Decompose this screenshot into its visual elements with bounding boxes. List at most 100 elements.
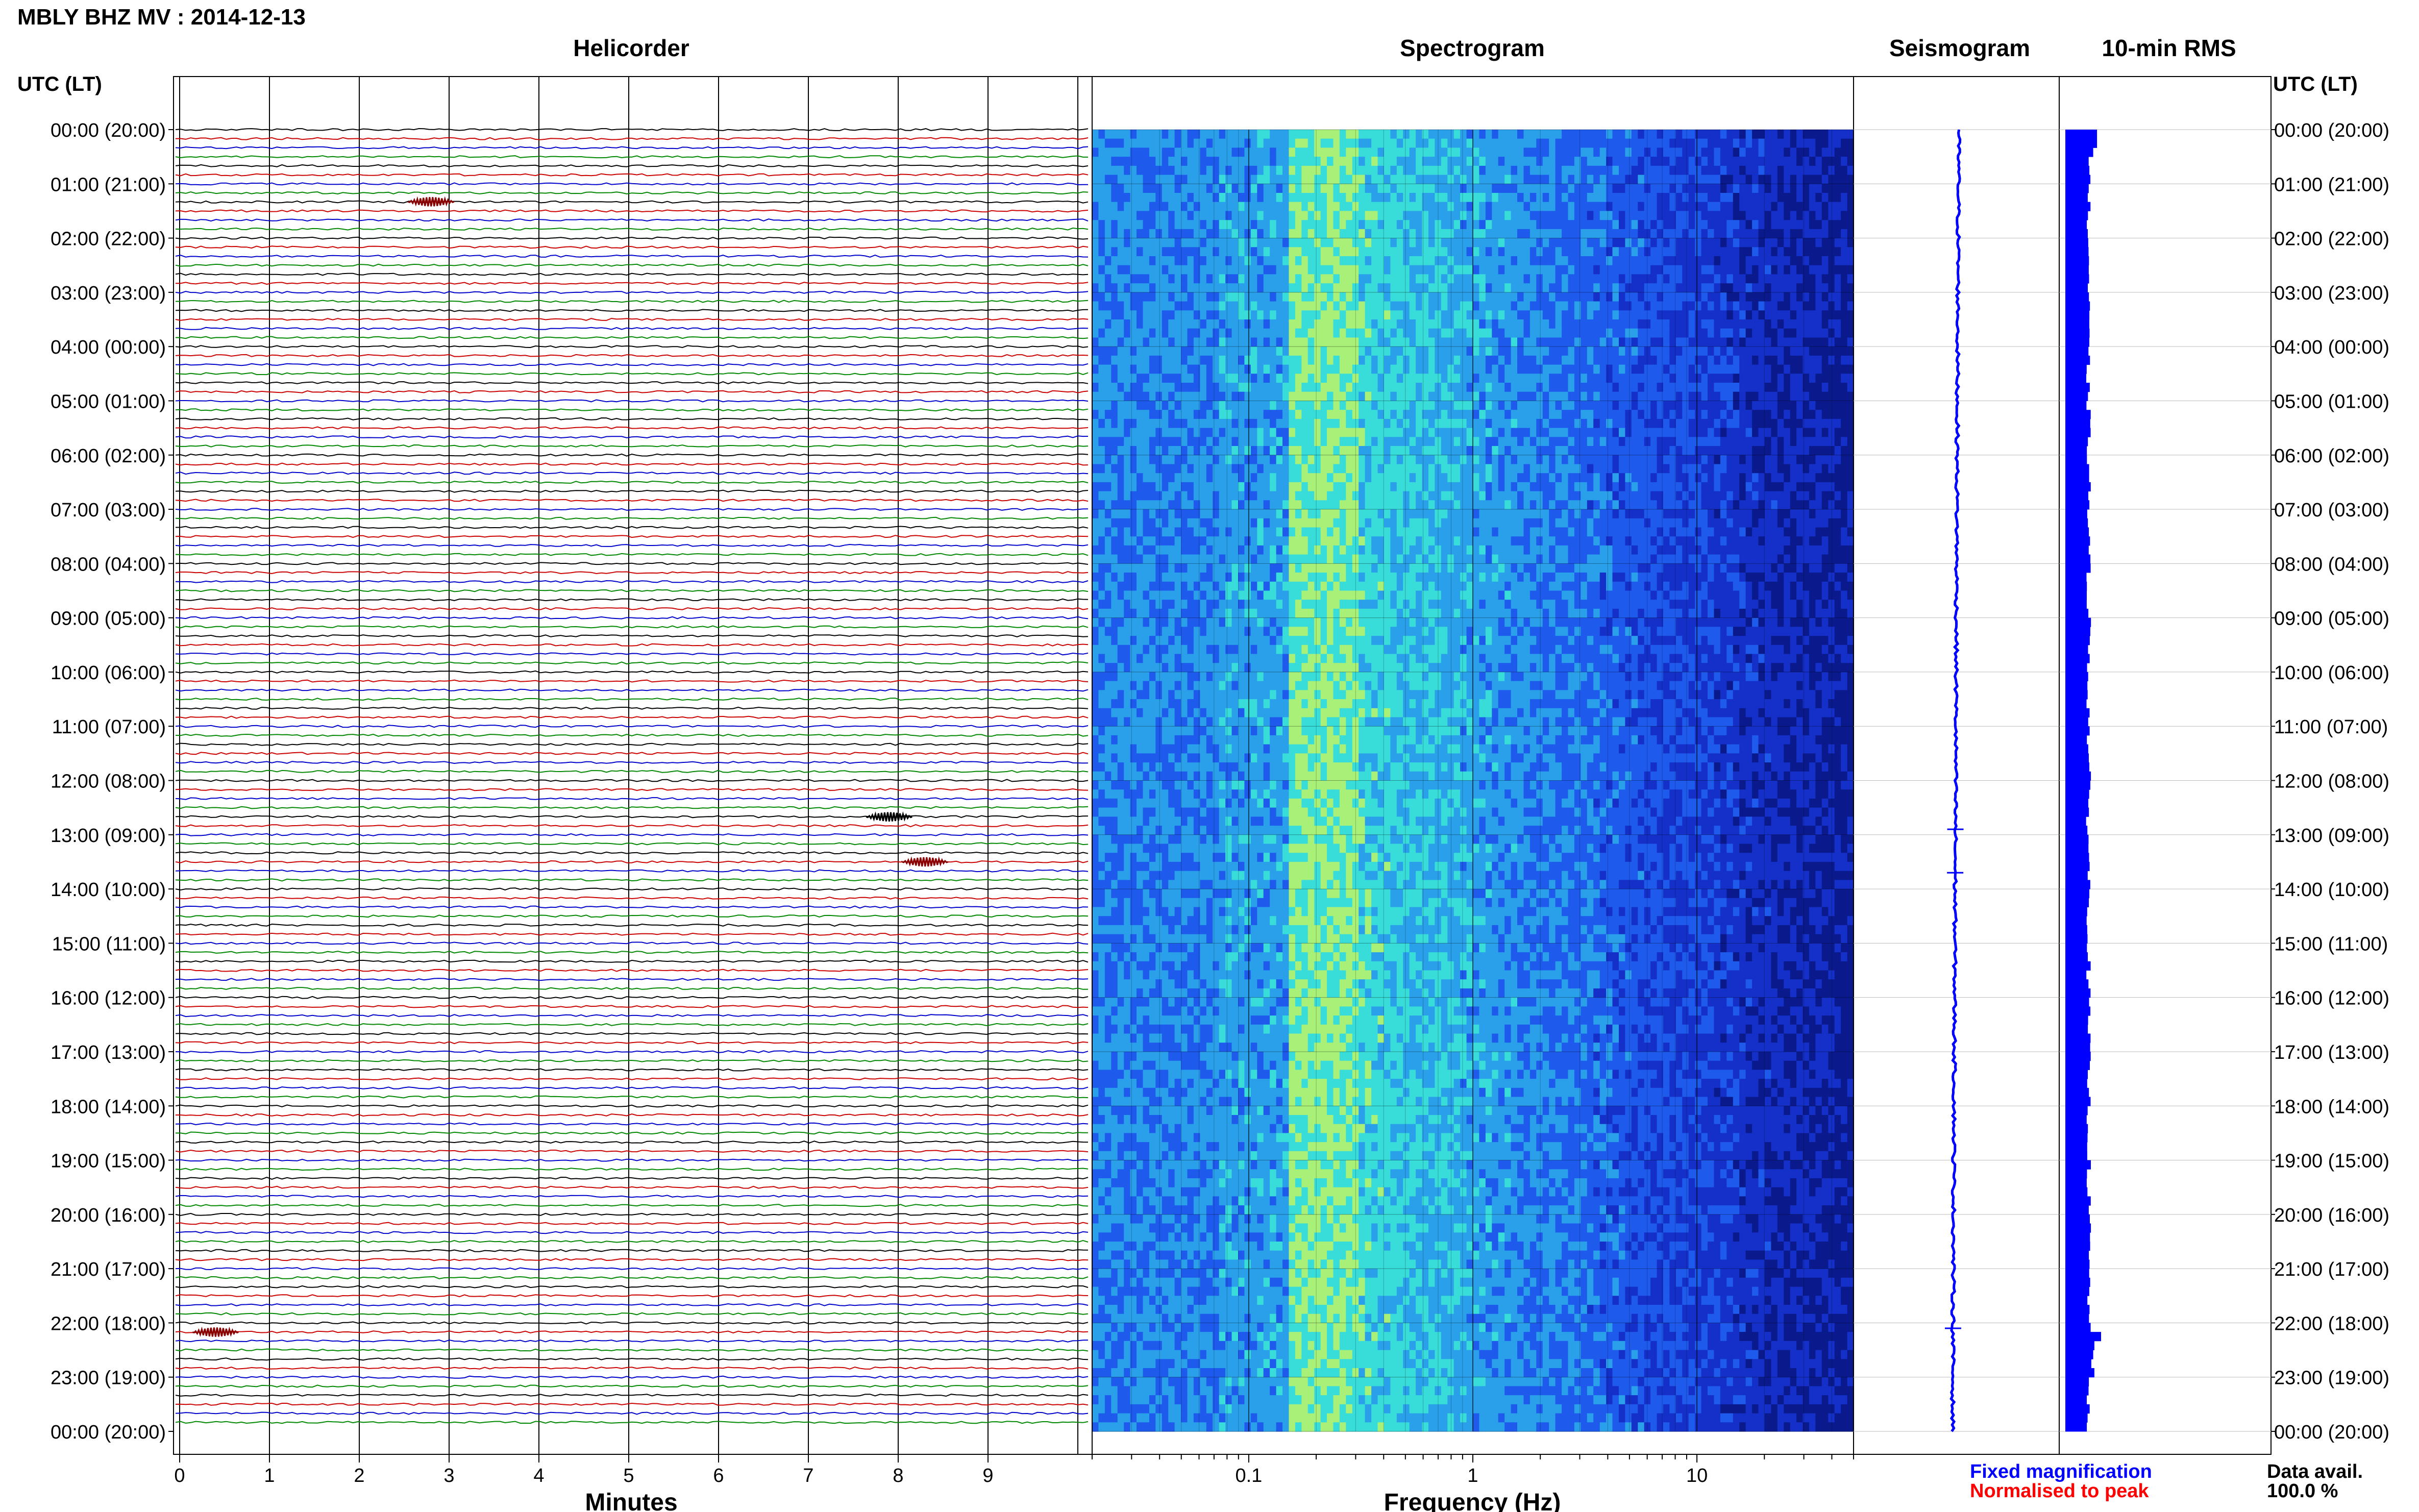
helicorder-trace bbox=[175, 932, 1089, 936]
helicorder-trace bbox=[175, 923, 1089, 927]
time-label-right: 05:00 (01:00) bbox=[2274, 391, 2389, 412]
time-label-right: 09:00 (05:00) bbox=[2274, 608, 2389, 630]
time-label-left: 16:00 (12:00) bbox=[51, 988, 166, 1009]
rms-bar bbox=[2065, 491, 2088, 501]
rms-bar bbox=[2065, 672, 2088, 682]
helicorder-trace bbox=[175, 951, 1089, 954]
helicorder-trace bbox=[175, 752, 1089, 755]
rms-bar bbox=[2065, 238, 2088, 247]
helicorder-trace bbox=[175, 815, 1089, 819]
rms-bar bbox=[2065, 952, 2088, 962]
rms-bar bbox=[2065, 229, 2088, 239]
rms-bar bbox=[2065, 1332, 2101, 1342]
rms-bar bbox=[2065, 554, 2091, 564]
helicorder-trace bbox=[175, 797, 1089, 800]
rms-bars bbox=[2065, 130, 2101, 1432]
rms-bar bbox=[2065, 1124, 2088, 1133]
time-label-left: 21:00 (17:00) bbox=[51, 1259, 166, 1280]
helicorder-trace bbox=[175, 164, 1089, 167]
helicorder-trace bbox=[175, 363, 1089, 366]
time-label-right: 10:00 (06:00) bbox=[2274, 662, 2389, 684]
rms-bar bbox=[2065, 130, 2097, 139]
helicorder-trace bbox=[175, 245, 1089, 249]
time-label-left: 12:00 (08:00) bbox=[51, 771, 166, 792]
helicorder-trace bbox=[175, 652, 1089, 656]
rms-bar bbox=[2065, 853, 2089, 862]
rms-bar bbox=[2065, 1006, 2091, 1016]
rms-bar bbox=[2065, 527, 2089, 537]
helicorder-trace bbox=[175, 616, 1089, 619]
rms-bar bbox=[2065, 861, 2090, 872]
time-label-left: 04:00 (00:00) bbox=[51, 337, 166, 358]
rms-bar bbox=[2065, 1341, 2094, 1350]
rms-bar bbox=[2065, 1250, 2089, 1260]
spectrogram-x-tick-label: 10 bbox=[1686, 1465, 1708, 1486]
helicorder-trace bbox=[175, 887, 1089, 891]
helicorder-trace bbox=[175, 1384, 1089, 1388]
helicorder-trace bbox=[175, 1267, 1089, 1271]
helicorder-traces bbox=[175, 128, 1089, 1424]
rms-bar bbox=[2065, 274, 2089, 284]
helicorder-trace bbox=[175, 978, 1089, 981]
helicorder-trace bbox=[175, 779, 1089, 782]
rms-bar bbox=[2065, 1323, 2091, 1332]
helicorder-trace bbox=[175, 209, 1089, 213]
utc-label-right: UTC (LT) bbox=[2273, 73, 2358, 95]
helicorder-x-axis: 0 1 2 3 4 5 6 7 8 9 bbox=[174, 1454, 994, 1486]
rms-bar bbox=[2065, 364, 2087, 374]
rms-bar bbox=[2065, 617, 2091, 627]
helicorder-trace bbox=[175, 688, 1089, 692]
helicorder-trace bbox=[175, 941, 1089, 945]
rms-bar bbox=[2065, 1277, 2090, 1287]
helicorder-event bbox=[901, 856, 949, 867]
helicorder-trace bbox=[176, 282, 1089, 285]
time-label-left: 23:00 (19:00) bbox=[51, 1368, 166, 1389]
helicorder-trace bbox=[175, 272, 1089, 276]
spectrogram-x-tick-label: 0.1 bbox=[1235, 1465, 1262, 1486]
rms-bar bbox=[2065, 916, 2087, 926]
helicorder-trace bbox=[176, 1131, 1088, 1135]
helicorder-trace bbox=[175, 444, 1089, 448]
helicorder-trace bbox=[175, 390, 1089, 393]
rms-bar bbox=[2065, 563, 2091, 573]
helicorder-trace bbox=[175, 661, 1089, 665]
rms-bar bbox=[2065, 1232, 2090, 1242]
helicorder-trace bbox=[175, 1321, 1089, 1325]
rms-bar bbox=[2065, 871, 2088, 880]
rms-bar bbox=[2065, 1187, 2088, 1197]
rms-bar bbox=[2065, 391, 2088, 401]
rms-bar bbox=[2065, 744, 2088, 754]
rms-bar bbox=[2065, 717, 2088, 727]
rms-bar bbox=[2065, 1259, 2090, 1269]
helicorder-trace bbox=[175, 417, 1089, 420]
rms-bar bbox=[2065, 826, 2088, 835]
rms-bar bbox=[2065, 573, 2087, 582]
spectrogram-x-tick-label: 1 bbox=[1467, 1465, 1478, 1486]
rms-bar bbox=[2065, 175, 2091, 184]
helicorder-trace bbox=[175, 1195, 1089, 1198]
helicorder-trace bbox=[175, 706, 1089, 710]
helicorder-trace bbox=[175, 290, 1089, 294]
rms-bar bbox=[2065, 780, 2090, 790]
rms-bar bbox=[2065, 1404, 2090, 1414]
helicorder-trace bbox=[175, 499, 1089, 502]
helicorder-trace bbox=[175, 227, 1089, 231]
helicorder-trace bbox=[175, 598, 1089, 602]
helicorder-x-tick-label: 9 bbox=[982, 1465, 993, 1486]
time-axis-right: 00:00 (20:00) 01:00 (21:00) 02:00 (22:00) 0… bbox=[2271, 120, 2389, 1443]
helicorder-trace bbox=[175, 1339, 1089, 1343]
rms-bar bbox=[2065, 889, 2089, 899]
helicorder-trace bbox=[175, 543, 1089, 547]
time-label-left: 05:00 (01:00) bbox=[51, 391, 166, 412]
helicorder-trace bbox=[175, 327, 1089, 330]
rms-bar bbox=[2065, 771, 2091, 781]
helicorder-trace bbox=[175, 1005, 1089, 1008]
helicorder-trace bbox=[175, 128, 1089, 132]
helicorder-trace bbox=[175, 146, 1089, 150]
helicorder-trace bbox=[175, 698, 1089, 701]
helicorder-trace bbox=[175, 1068, 1089, 1072]
helicorder-trace bbox=[175, 489, 1089, 493]
time-label-right: 06:00 (02:00) bbox=[2274, 445, 2389, 467]
helicorder-trace bbox=[175, 236, 1089, 240]
time-label-right: 18:00 (14:00) bbox=[2274, 1096, 2389, 1118]
